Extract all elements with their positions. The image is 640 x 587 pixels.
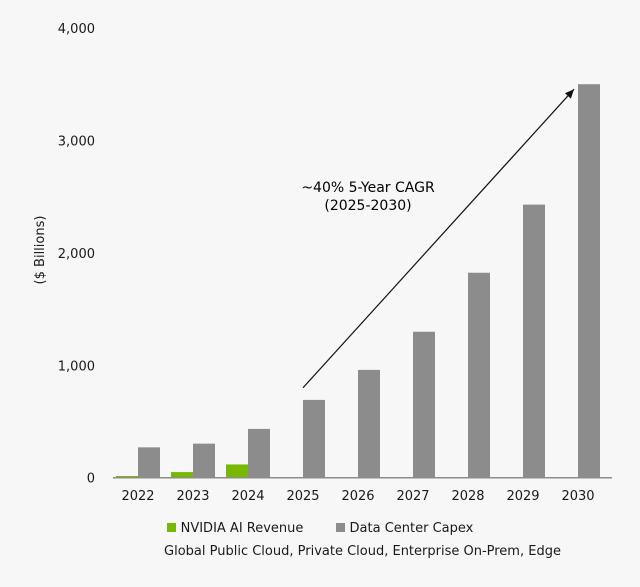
bar-capex-2023 — [193, 443, 215, 478]
x-tick-label: 2025 — [286, 489, 319, 504]
legend-item-capex: Data Center Capex — [335, 521, 474, 536]
y-tick-label: 4,000 — [58, 22, 95, 37]
x-tick-label: 2029 — [506, 489, 539, 504]
x-tick-label: 2030 — [561, 489, 594, 504]
bar-capex-2030 — [578, 84, 600, 478]
bar-nvidia-2022 — [116, 476, 138, 478]
annotation-line1: ~40% 5-Year CAGR — [301, 180, 435, 196]
bar-nvidia-2024 — [226, 464, 248, 478]
legend: NVIDIA AI Revenue Data Center Capex — [0, 521, 640, 536]
bar-capex-2028 — [468, 272, 490, 478]
x-axis-label: Global Public Cloud, Private Cloud, Ente… — [164, 544, 561, 559]
legend-item-nvidia: NVIDIA AI Revenue — [166, 521, 304, 536]
x-tick-label: 2028 — [451, 489, 484, 504]
cagr-arrow-head-icon — [564, 89, 574, 99]
x-tick-label: 2022 — [121, 489, 154, 504]
bar-capex-2026 — [358, 369, 380, 478]
chart: 0 1,000 2,000 3,000 4,000 ($ Billions) 2022 202… — [33, 22, 612, 504]
y-tick-label: 2,000 — [58, 247, 95, 262]
y-tick-label: 3,000 — [58, 134, 95, 149]
bar-capex-2024 — [248, 428, 270, 478]
bar-nvidia-2023 — [171, 472, 193, 478]
bar-capex-2027 — [413, 331, 435, 478]
bar-capex-2025 — [303, 399, 325, 478]
bar-capex-2029 — [523, 204, 545, 478]
legend-swatch-nvidia — [166, 523, 176, 532]
y-axis-label: ($ Billions) — [33, 216, 48, 285]
legend-swatch-capex — [335, 523, 345, 532]
legend-label-nvidia: NVIDIA AI Revenue — [180, 521, 304, 536]
bar-capex-2022 — [138, 447, 160, 478]
y-tick-label: 0 — [87, 472, 95, 487]
x-tick-label: 2024 — [231, 489, 264, 504]
legend-label-capex: Data Center Capex — [349, 521, 474, 536]
x-tick-label: 2026 — [341, 489, 374, 504]
x-tick-label: 2023 — [176, 489, 209, 504]
annotation-line2: (2025-2030) — [324, 198, 411, 214]
cagr-arrow-line — [302, 88, 575, 389]
x-tick-label: 2027 — [396, 489, 429, 504]
y-tick-label: 1,000 — [58, 359, 95, 374]
